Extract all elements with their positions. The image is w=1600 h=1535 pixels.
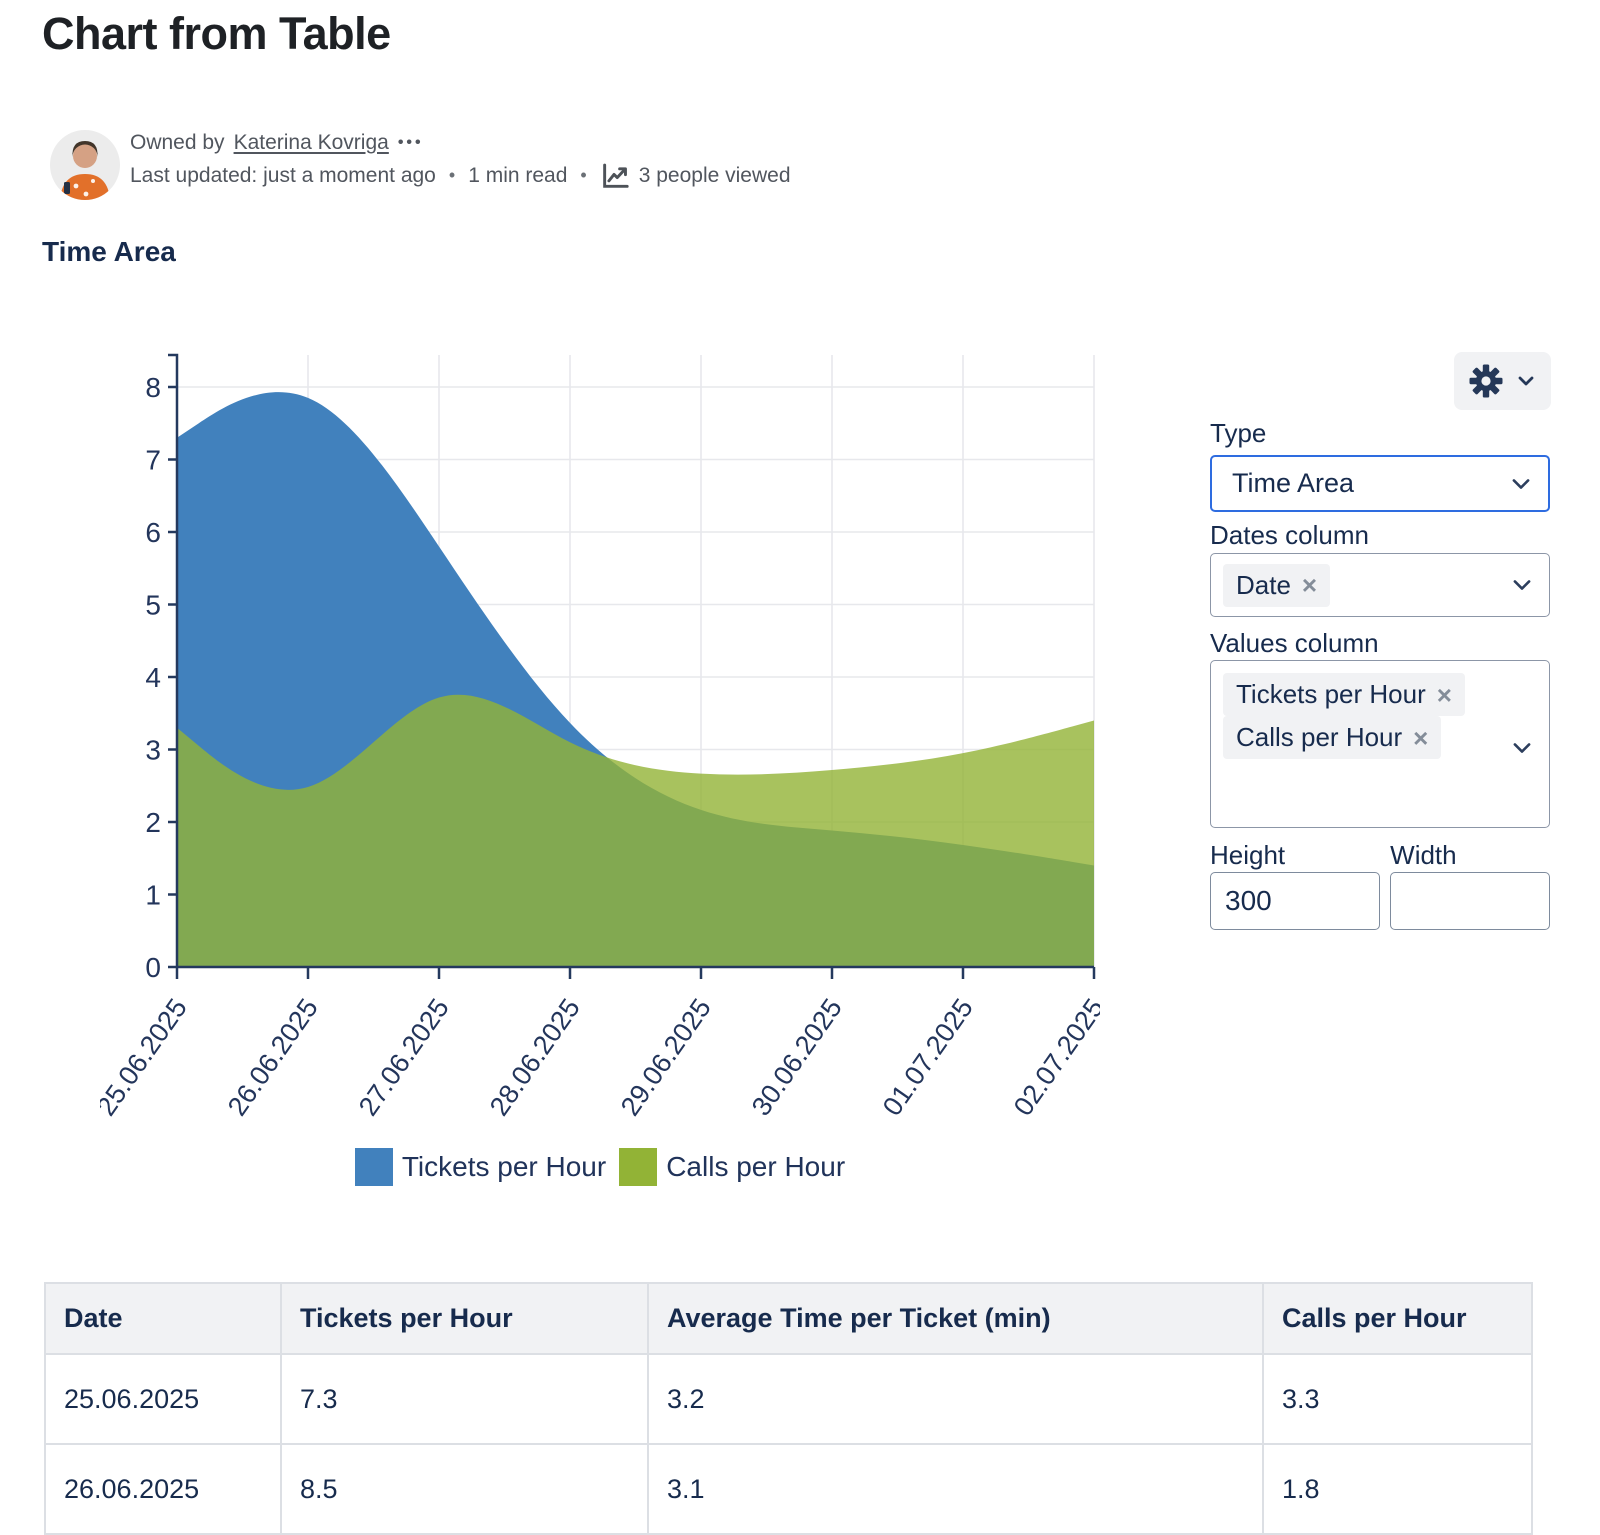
- selected-chip-date: Date ×: [1223, 563, 1331, 607]
- y-tick-label: 6: [145, 517, 161, 548]
- x-tick-label: 28.06.2025: [484, 993, 586, 1121]
- x-tick-label: 25.06.2025: [100, 993, 193, 1121]
- width-label: Width: [1390, 840, 1457, 870]
- table-header-row: Date Tickets per Hour Average Time per Tic…: [44, 1282, 1533, 1355]
- x-tick-label: 26.06.2025: [222, 993, 324, 1121]
- y-tick-label: 2: [145, 807, 161, 838]
- y-tick-label: 0: [145, 952, 161, 983]
- chart-settings-panel: Type Time Area Dates column Date × Value…: [1210, 420, 1550, 930]
- gear-icon: [1469, 364, 1503, 398]
- height-label: Height: [1210, 840, 1286, 870]
- values-column-select[interactable]: Tickets per Hour × Calls per Hour ×: [1210, 660, 1550, 828]
- dates-column-label: Dates column: [1210, 520, 1369, 550]
- table-header-cell: Date: [44, 1282, 282, 1355]
- chart-axes: [168, 353, 1096, 979]
- table-header-cell: Average Time per Ticket (min): [647, 1282, 1264, 1355]
- table-row: 25.06.2025 7.3 3.2 3.3: [44, 1353, 1533, 1445]
- legend-label: Tickets per Hour: [401, 1151, 607, 1182]
- table-cell: 26.06.2025: [44, 1443, 282, 1535]
- table-cell: 3.1: [647, 1443, 1264, 1535]
- table-cell: 3.3: [1262, 1353, 1533, 1445]
- views-count-label[interactable]: 3 people viewed: [638, 163, 791, 187]
- width-input[interactable]: [1390, 872, 1550, 930]
- byline: Owned by Katerina Kovriga ••• Last updat…: [130, 126, 791, 192]
- table-cell: 1.8: [1262, 1443, 1533, 1535]
- source-table: Date Tickets per Hour Average Time per Tic…: [44, 1282, 1533, 1535]
- x-tick-label: 27.06.2025: [353, 993, 455, 1121]
- selected-chip-calls: Calls per Hour ×: [1223, 716, 1442, 759]
- x-tick-label: 29.06.2025: [615, 993, 717, 1121]
- read-time-label: 1 min read: [468, 163, 568, 187]
- y-tick-label: 8: [145, 372, 161, 403]
- legend-label: Calls per Hour: [666, 1151, 846, 1182]
- area-series-calls-per-hour: [177, 694, 1094, 967]
- section-title: Time Area: [42, 236, 176, 267]
- chevron-down-icon: [1512, 478, 1530, 489]
- last-updated-label: Last updated: just a moment ago: [130, 163, 436, 187]
- remove-chip-icon[interactable]: ×: [1436, 679, 1452, 710]
- dates-column-select[interactable]: Date ×: [1210, 553, 1550, 617]
- legend-swatch: [354, 1148, 393, 1186]
- y-tick-label: 7: [145, 445, 161, 476]
- type-select[interactable]: Time Area: [1210, 455, 1550, 512]
- separator-dot: •: [580, 165, 587, 185]
- y-tick-label: 4: [145, 662, 161, 693]
- x-tick-label: 30.06.2025: [746, 993, 848, 1121]
- remove-chip-icon[interactable]: ×: [1301, 570, 1318, 600]
- chevron-down-icon: [1518, 376, 1534, 386]
- table-cell: 7.3: [280, 1353, 649, 1445]
- height-input[interactable]: [1210, 872, 1380, 930]
- values-column-label: Values column: [1210, 628, 1379, 658]
- table-row: 26.06.2025 8.5 3.1 1.8: [44, 1443, 1533, 1535]
- byline-owner-line: Owned by Katerina Kovriga •••: [130, 126, 791, 159]
- more-actions-icon[interactable]: •••: [397, 133, 424, 151]
- legend-swatch: [619, 1148, 658, 1186]
- byline-meta-line: Last updated: just a moment ago • 1 min …: [130, 159, 791, 192]
- legend-item[interactable]: Calls per Hour: [619, 1148, 845, 1186]
- table-cell: 25.06.2025: [44, 1353, 282, 1445]
- owner-link[interactable]: Katerina Kovriga: [233, 130, 389, 154]
- legend-item[interactable]: Tickets per Hour: [354, 1148, 607, 1186]
- chip-label: Tickets per Hour: [1236, 679, 1426, 709]
- chart-settings-button[interactable]: [1454, 352, 1551, 410]
- y-tick-label: 3: [145, 735, 161, 766]
- y-tick-label: 5: [145, 590, 161, 621]
- x-tick-label: 01.07.2025: [877, 993, 979, 1121]
- chip-label: Calls per Hour: [1236, 722, 1403, 752]
- table-header-cell: Calls per Hour: [1262, 1282, 1533, 1355]
- source-table-grid: Date Tickets per Hour Average Time per Tic…: [44, 1282, 1533, 1535]
- type-label: Type: [1210, 418, 1267, 448]
- analytics-trend-icon: [602, 163, 629, 188]
- x-tick-label: 02.07.2025: [1008, 993, 1100, 1121]
- chart-legend: Tickets per Hour Calls per Hour: [100, 1148, 1100, 1186]
- chevron-down-icon: [1513, 743, 1531, 753]
- table-cell: 8.5: [280, 1443, 649, 1535]
- table-header-cell: Tickets per Hour: [280, 1282, 649, 1355]
- owned-by-label: Owned by: [130, 130, 225, 154]
- chip-label: Date: [1236, 569, 1291, 600]
- type-select-value: Time Area: [1232, 468, 1355, 498]
- page-title: Chart from Table: [42, 8, 391, 59]
- time-area-chart: 0 1 2 3 4 5 6 7 8 25.06.2025 26.06.2025 27.06.2025 2…: [100, 353, 1100, 1121]
- separator-dot: •: [448, 165, 456, 185]
- selected-chip-tickets: Tickets per Hour ×: [1223, 673, 1465, 716]
- table-cell: 3.2: [647, 1353, 1264, 1445]
- y-tick-label: 1: [145, 880, 161, 911]
- chevron-down-icon: [1513, 580, 1531, 590]
- remove-chip-icon[interactable]: ×: [1413, 722, 1429, 753]
- owner-avatar[interactable]: [50, 130, 120, 200]
